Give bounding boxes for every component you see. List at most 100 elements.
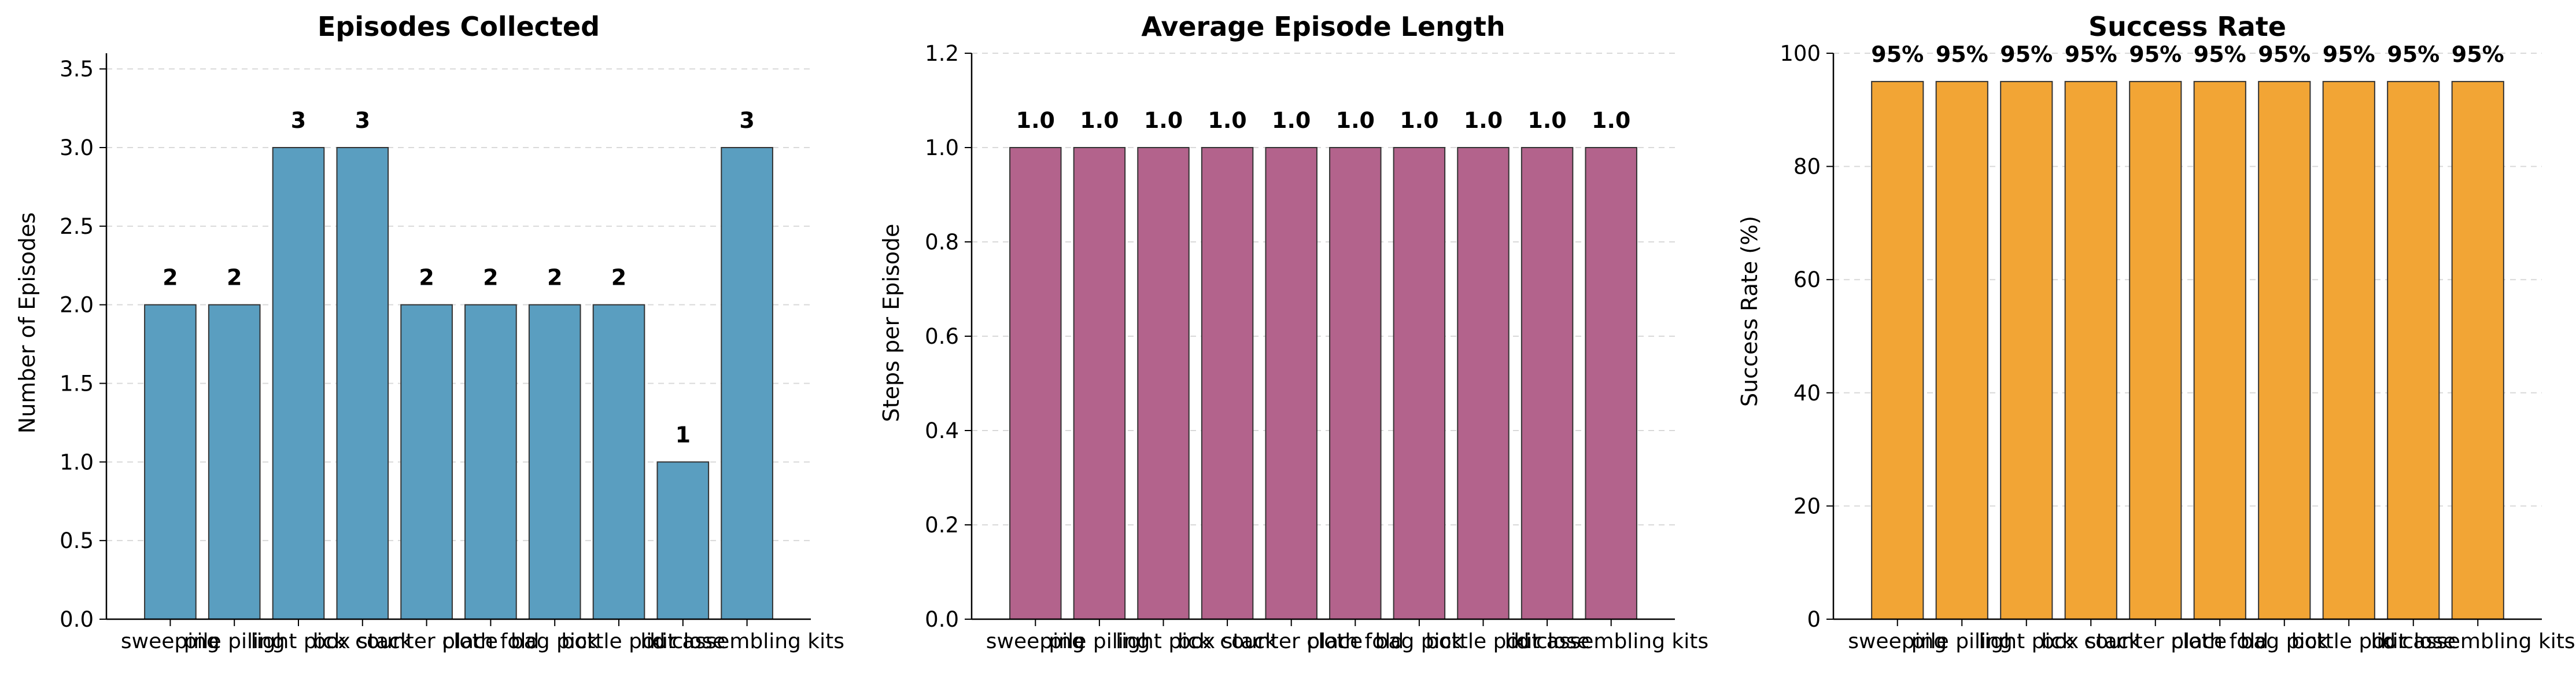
x-tick-label: lid close <box>2371 630 2456 653</box>
y-axis-label: Number of Episodes <box>14 212 40 433</box>
bar <box>272 147 325 620</box>
y-tick-label: 40 <box>1793 381 1821 406</box>
data-label: 1.0 <box>1592 108 1630 133</box>
y-axis-label: Success Rate (%) <box>1737 216 1762 407</box>
data-label: 95% <box>2065 42 2117 67</box>
x-tick-label: cloth fold <box>2171 630 2268 653</box>
plot-area: 0 20 40 60 80 100 95% sweeping 95% pile piling 95%… <box>1780 41 2575 653</box>
data-label: 1.0 <box>1144 108 1183 133</box>
y-tick-label: 1.5 <box>60 372 94 396</box>
y-tick-label: 0.0 <box>60 607 94 632</box>
chart-title: Success Rate <box>2088 11 2286 42</box>
y-tick-label: 0.6 <box>925 324 959 349</box>
x-tick-label: counter place <box>2084 630 2227 653</box>
bar <box>1137 147 1190 620</box>
data-label: 2 <box>227 265 242 290</box>
bar <box>1265 147 1317 620</box>
data-label: 2 <box>611 265 626 290</box>
x-tick-label: pile piling <box>1911 630 2013 653</box>
data-label: 1.0 <box>1208 108 1246 133</box>
x-tick-label: box stack <box>2041 630 2140 653</box>
x-tick-label: bottle pour <box>1426 630 1541 653</box>
bar <box>2387 80 2440 620</box>
data-label: 1.0 <box>1272 108 1311 133</box>
x-tick-label: kit assembling kits <box>1514 630 1708 653</box>
data-label: 95% <box>2258 42 2311 67</box>
y-tick-label: 3.5 <box>60 57 94 82</box>
x-tick-label: box stack <box>1178 630 1277 653</box>
x-tick-label: sweeping <box>1848 630 1947 653</box>
bar <box>1585 147 1637 620</box>
data-label: 3 <box>355 108 370 133</box>
bar <box>592 304 645 620</box>
x-tick-label: light pick <box>251 630 346 653</box>
x-tick-label: counter place <box>355 630 498 653</box>
bar <box>1520 147 1574 620</box>
bar <box>1073 147 1126 620</box>
data-label: 2 <box>547 265 562 290</box>
data-label: 95% <box>2129 42 2182 67</box>
y-tick-label: 2.5 <box>60 214 94 239</box>
bar <box>1871 80 1924 620</box>
chart-average-episode-length: Average Episode Length Steps per Episode… <box>879 11 1708 653</box>
bar <box>2193 80 2246 620</box>
data-label: 1.0 <box>1400 108 1438 133</box>
plot-area: 0.0 0.5 1.0 1.5 2.0 2.5 3.0 3.5 2 sweeping 2 pile p… <box>60 53 844 653</box>
bar <box>656 461 710 620</box>
data-label: 95% <box>2000 42 2053 67</box>
y-tick-label: 1.2 <box>925 41 959 66</box>
bar <box>1457 147 1510 620</box>
data-label: 95% <box>2323 42 2375 67</box>
bar <box>2451 80 2504 620</box>
bar <box>2129 80 2182 620</box>
x-tick-label: bag pick <box>511 630 599 653</box>
x-tick-label: box stack <box>313 630 412 653</box>
data-label: 2 <box>163 265 178 290</box>
y-tick-label: 60 <box>1793 267 1821 292</box>
chart-title: Average Episode Length <box>1141 11 1505 42</box>
x-tick-label: cloth fold <box>1307 630 1404 653</box>
data-label: 1.0 <box>1080 108 1119 133</box>
chart-episodes-collected: Episodes Collected Number of Episodes 0.… <box>14 11 844 653</box>
x-tick-label: cloth fold <box>442 630 540 653</box>
data-label: 95% <box>2194 42 2246 67</box>
data-label: 1.0 <box>1527 108 1566 133</box>
y-tick-label: 1.0 <box>925 135 959 160</box>
bar <box>528 304 581 620</box>
bar <box>1009 147 1062 620</box>
data-label: 1.0 <box>1336 108 1375 133</box>
y-tick-label: 0.0 <box>925 607 959 632</box>
bar <box>336 147 389 620</box>
bar <box>1393 147 1446 620</box>
x-tick-label: pile piling <box>184 630 285 653</box>
x-tick-label: bottle pour <box>2291 630 2407 653</box>
x-tick-label: pile piling <box>1049 630 1150 653</box>
data-label: 95% <box>2387 42 2440 67</box>
y-tick-label: 3.0 <box>60 135 94 160</box>
y-tick-label: 80 <box>1793 155 1821 179</box>
bar <box>721 147 773 620</box>
bar <box>144 304 197 620</box>
data-label: 95% <box>2452 42 2504 67</box>
x-tick-label: sweeping <box>121 630 220 653</box>
x-tick-label: lid close <box>640 630 725 653</box>
bar <box>2322 80 2375 620</box>
bar <box>464 304 517 620</box>
x-tick-label: kit assembling kits <box>2381 630 2575 653</box>
data-label: 2 <box>419 265 434 290</box>
x-tick-label: bottle pour <box>561 630 676 653</box>
y-tick-label: 0 <box>1807 607 1821 632</box>
bar <box>1329 147 1382 620</box>
data-label: 1.0 <box>1016 108 1055 133</box>
y-axis-label: Steps per Episode <box>879 224 904 422</box>
y-tick-label: 0.5 <box>60 528 94 553</box>
x-tick-label: light pick <box>1979 630 2074 653</box>
y-tick-label: 0.2 <box>925 513 959 538</box>
bar <box>400 304 453 620</box>
bar <box>1935 80 1988 620</box>
bar <box>1201 147 1254 620</box>
y-tick-label: 2.0 <box>60 293 94 318</box>
data-label: 1 <box>676 422 691 447</box>
x-tick-label: bag pick <box>1375 630 1464 653</box>
x-tick-label: counter place <box>1220 630 1363 653</box>
